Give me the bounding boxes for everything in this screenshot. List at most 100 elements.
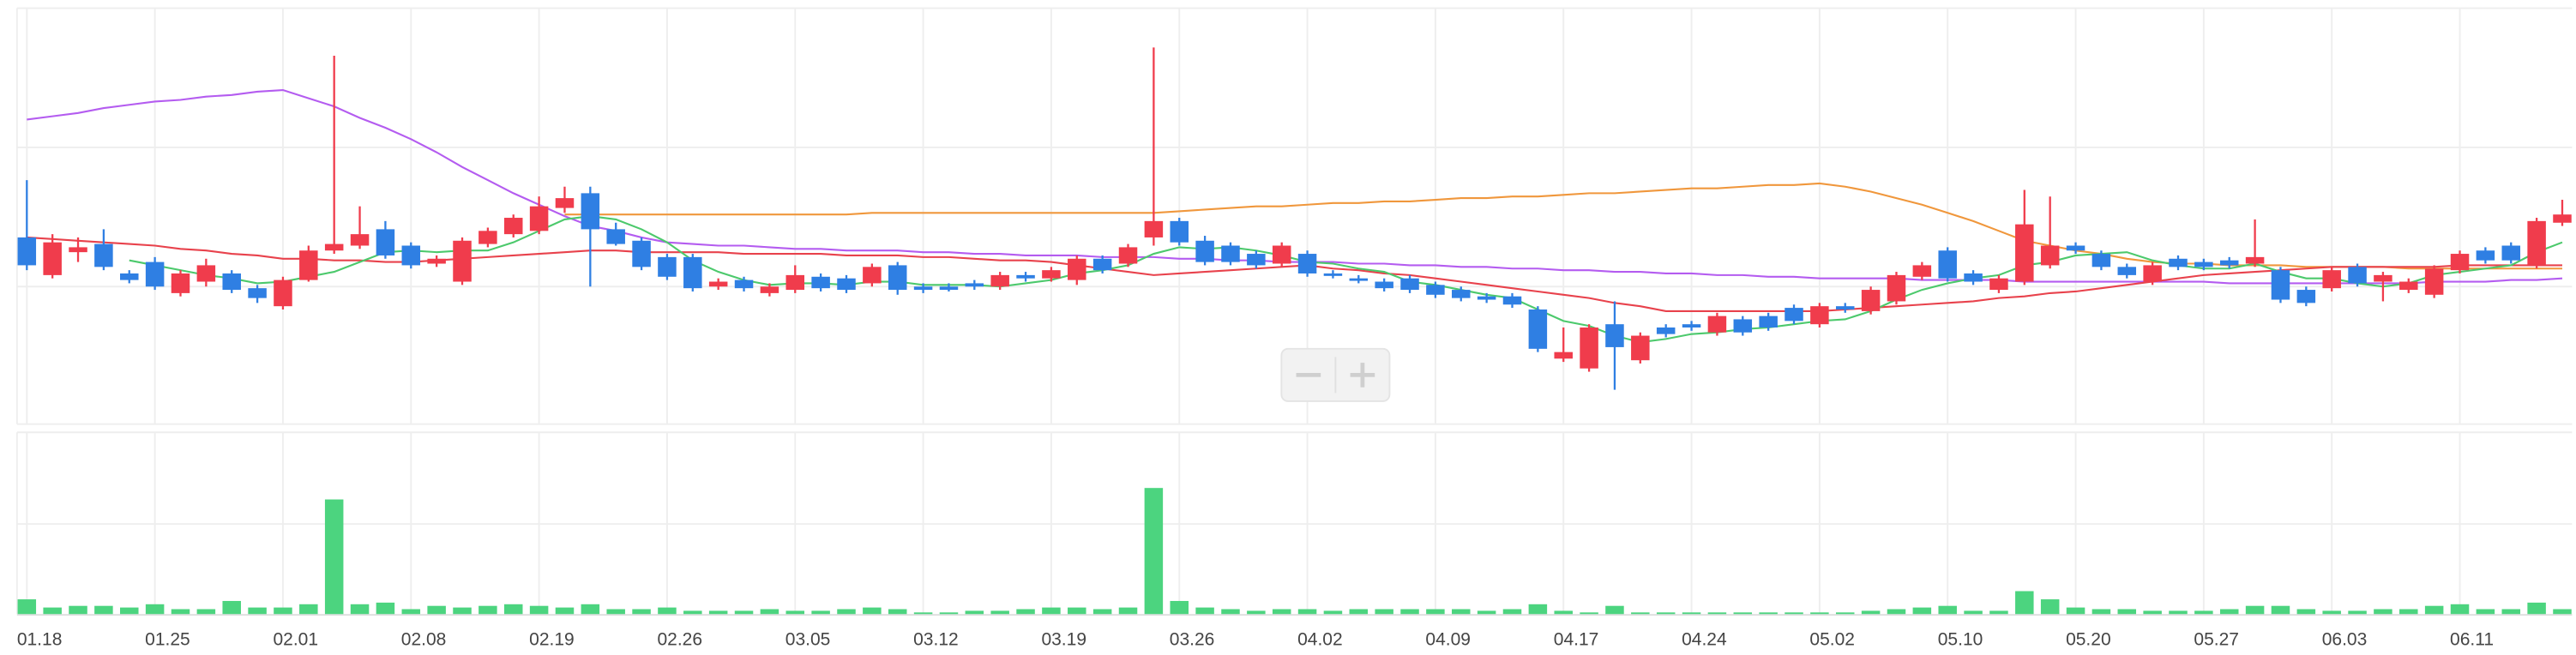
volume-bar [453, 607, 472, 615]
volume-bar [1118, 607, 1138, 615]
candle-body [1042, 270, 1061, 279]
x-tick-label: 02.01 [273, 630, 318, 650]
candle-body [1247, 254, 1266, 266]
zoom-in-button[interactable] [1337, 351, 1387, 400]
volume-bar [2424, 605, 2444, 615]
x-tick-label: 03.12 [913, 630, 959, 650]
candle-body [299, 250, 318, 280]
candle-body [427, 258, 446, 264]
candle-body [1707, 315, 1727, 333]
volume-bar [1989, 610, 2008, 615]
zoom-out-button[interactable] [1283, 351, 1333, 400]
x-tick-label: 02.26 [657, 630, 702, 650]
candle-body [1528, 309, 1548, 349]
volume-bar [2117, 609, 2137, 615]
volume-bar [2348, 610, 2367, 615]
candle-body [606, 229, 625, 244]
x-tick-label: 01.25 [145, 630, 190, 650]
volume-bar [658, 607, 677, 615]
candle-body [863, 267, 882, 284]
volume-bar [1144, 488, 1164, 615]
candle-body [2040, 245, 2060, 266]
candle-body [2117, 267, 2137, 275]
candle-body [2271, 270, 2290, 300]
candle-body [1912, 265, 1932, 277]
x-tick-label: 06.11 [2450, 630, 2494, 650]
candle-body [683, 256, 702, 289]
candle-body [1605, 324, 1624, 347]
volume-bar [401, 609, 421, 615]
zoom-control [1280, 347, 1391, 402]
candle-body [1221, 245, 1240, 262]
volume-bar [760, 609, 779, 615]
volume-bar [785, 610, 805, 615]
moving-average-line [27, 88, 2563, 285]
volume-bar [939, 612, 959, 615]
volume-bar [1297, 609, 1317, 615]
volume-bar [299, 604, 318, 615]
volume-bar [1912, 607, 1932, 615]
volume-bar [863, 607, 882, 615]
x-tick-label: 05.20 [2066, 630, 2111, 650]
candle-body [324, 243, 344, 251]
candle-body [196, 265, 216, 282]
volume-bar [2040, 599, 2060, 615]
candle-body [913, 286, 933, 291]
candle-body [1400, 278, 1419, 291]
candle-body [1195, 240, 1214, 262]
plot-area [17, 47, 2572, 615]
candle-body [1349, 278, 1369, 281]
volume-bar [1400, 609, 1419, 615]
candle-body [478, 231, 497, 244]
candle-body [1272, 245, 1291, 264]
candle-body [1502, 296, 1522, 305]
volume-bar [529, 605, 549, 615]
volume-bar [2015, 591, 2034, 615]
candle-body [1452, 290, 1471, 298]
x-tick-label: 02.19 [529, 630, 575, 650]
volume-bar [1068, 607, 1086, 615]
candle-body [2374, 274, 2392, 282]
volume-bar [1195, 607, 1214, 615]
x-tick-label: 03.05 [785, 630, 831, 650]
volume-bar [478, 605, 497, 615]
volume-bar [1502, 609, 1522, 615]
volume-bar [350, 604, 370, 615]
candle-body [145, 261, 165, 287]
volume-bar [811, 610, 830, 615]
x-tick-label: 05.02 [1809, 630, 1855, 650]
volume-bar [1042, 607, 1061, 615]
candle-body [376, 229, 395, 255]
candle-body [1170, 220, 1189, 243]
volume-bar [120, 607, 139, 615]
volume-bar [1785, 612, 1803, 615]
moving-average-line [27, 236, 2562, 312]
candle-body [2066, 245, 2085, 251]
volume-bar [427, 605, 446, 615]
volume-bar [2501, 609, 2521, 615]
x-tick-label: 04.24 [1682, 630, 1727, 650]
candle-body [1118, 247, 1138, 264]
volume-bar [708, 610, 728, 615]
volume-bar [581, 604, 600, 615]
volume-bar [683, 610, 702, 615]
candle-body [2015, 224, 2034, 282]
x-tick-label: 01.18 [17, 630, 63, 650]
volume-bar [1221, 609, 1240, 615]
candle-body [2296, 290, 2316, 303]
volume-bar [2296, 609, 2316, 615]
candle-body [555, 198, 575, 208]
candle-body [17, 237, 37, 266]
volume-bar [274, 607, 292, 615]
candle-body [1323, 273, 1343, 276]
volume-bar [632, 609, 651, 615]
volume-bar [2450, 604, 2470, 615]
candle-body [350, 234, 370, 246]
volume-bar [1964, 610, 1983, 615]
volume-bar [1835, 612, 1855, 615]
volume-bar [17, 599, 37, 615]
volume-bar [2194, 610, 2213, 615]
volume-bar [2143, 610, 2162, 615]
candle-body [632, 240, 651, 267]
candle-body [2219, 260, 2239, 266]
